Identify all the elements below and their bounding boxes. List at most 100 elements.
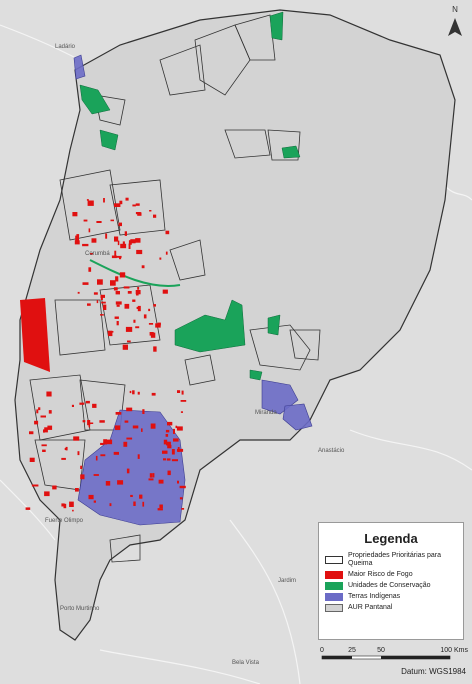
fire-risk-area bbox=[163, 439, 168, 445]
fire-risk-area bbox=[132, 425, 139, 429]
conservation-unit bbox=[79, 84, 111, 115]
fire-risk-area bbox=[139, 494, 143, 499]
fire-risk-area bbox=[167, 470, 171, 476]
fire-risk-area bbox=[100, 454, 106, 457]
north-arrow-shape bbox=[448, 18, 462, 36]
fire-risk-area bbox=[100, 294, 105, 298]
fire-risk-area bbox=[85, 400, 90, 404]
fire-risk-area bbox=[99, 420, 105, 423]
property bbox=[109, 179, 166, 236]
fire-risk-area bbox=[128, 243, 131, 249]
fire-risk-area bbox=[77, 291, 80, 294]
fire-risk-area bbox=[157, 508, 163, 511]
fire-risk-area bbox=[87, 200, 94, 206]
fire-risk-area bbox=[115, 412, 122, 415]
fire-risk-area bbox=[114, 203, 121, 207]
fire-risk-area bbox=[158, 479, 164, 484]
priority-properties bbox=[29, 14, 321, 563]
fire-risk-area bbox=[117, 240, 120, 246]
fire-risk-area bbox=[141, 265, 145, 269]
fire-risk-area bbox=[103, 439, 107, 445]
fire-risk-area bbox=[149, 210, 152, 212]
fire-risk-area bbox=[167, 444, 172, 449]
conservation-unit bbox=[174, 299, 246, 353]
fire-risk-area bbox=[151, 392, 156, 396]
fire-risk-area bbox=[162, 289, 168, 294]
legend-label: AUR Pantanal bbox=[348, 604, 393, 611]
fire-risk-area bbox=[100, 297, 103, 300]
datum: Datum: WGS1984 bbox=[401, 667, 466, 676]
place-label: Fuerte Olimpo bbox=[45, 518, 84, 524]
fire-risk-area bbox=[176, 426, 183, 431]
fire-risk-area bbox=[135, 203, 140, 206]
legend-swatch bbox=[325, 593, 343, 601]
property bbox=[267, 129, 301, 161]
legend-item: Unidades de Conservação bbox=[325, 582, 463, 590]
legend-title: Legenda bbox=[364, 531, 418, 546]
fire-risk-area bbox=[126, 437, 133, 440]
fire-risk-area bbox=[126, 407, 133, 412]
fire-risk-area bbox=[88, 424, 91, 428]
fire-risk-area bbox=[74, 240, 80, 245]
fire-risk-area bbox=[171, 449, 175, 455]
road bbox=[349, 429, 472, 471]
fire-risk-area bbox=[88, 494, 94, 500]
road bbox=[0, 24, 81, 61]
fire-risk-area bbox=[88, 228, 91, 233]
fire-risk-area bbox=[177, 448, 184, 452]
fire-risk-area bbox=[155, 323, 161, 328]
fire-risk-area bbox=[148, 308, 151, 312]
fire-risk-area bbox=[135, 290, 141, 295]
fire-risk-area bbox=[73, 436, 80, 441]
fire-risk-area bbox=[82, 282, 89, 285]
fire-risk-area bbox=[87, 303, 91, 306]
fire-risk-area bbox=[119, 200, 123, 205]
north-arrow: N bbox=[448, 5, 462, 36]
fire-risk-area bbox=[125, 197, 129, 201]
fire-risk-area bbox=[86, 199, 89, 201]
river bbox=[0, 479, 56, 541]
fire-risk-area bbox=[93, 474, 99, 476]
fire-risk-area bbox=[110, 280, 116, 286]
fire-risk-area bbox=[71, 404, 74, 407]
legend-swatch bbox=[325, 571, 343, 579]
fire-risk-area bbox=[141, 428, 143, 432]
fire-risk-area bbox=[88, 422, 94, 424]
fire-risk-area bbox=[52, 485, 57, 490]
conservation-unit bbox=[281, 145, 301, 159]
fire-risk-area bbox=[65, 446, 68, 451]
conservation-unit bbox=[99, 129, 119, 151]
fire-risk-area bbox=[100, 314, 104, 316]
scale-label: 100 Kms bbox=[440, 647, 468, 654]
conservation-unit bbox=[269, 11, 284, 41]
fire-risk-area bbox=[77, 451, 80, 456]
fire-risk-area bbox=[149, 473, 153, 478]
fire-risk-area bbox=[115, 291, 120, 295]
road bbox=[99, 649, 261, 684]
fire-risk-area bbox=[105, 481, 111, 486]
fire-risk-area bbox=[142, 501, 145, 507]
fire-risk-area bbox=[124, 231, 127, 236]
legend-swatch bbox=[325, 582, 343, 590]
scale-label: 25 bbox=[348, 647, 356, 654]
fire-risk-area bbox=[114, 425, 121, 430]
fire-risk-area bbox=[103, 304, 107, 310]
fire-risk-area bbox=[130, 494, 133, 497]
indigenous-land bbox=[282, 403, 313, 431]
fire-risk-area bbox=[29, 457, 35, 462]
fire-risk-area bbox=[133, 501, 136, 506]
fire-risk-area bbox=[135, 326, 140, 329]
fire-risk-area bbox=[123, 441, 128, 447]
fire-risk-area bbox=[165, 230, 170, 235]
fire-risk-area bbox=[132, 390, 135, 395]
fire-risk-area bbox=[125, 326, 133, 332]
fire-risk-area bbox=[167, 421, 173, 426]
fire-risk-area bbox=[106, 439, 113, 445]
fire-risk-area bbox=[165, 429, 170, 433]
property bbox=[289, 329, 321, 361]
rivers-roads bbox=[0, 24, 472, 684]
fire-risk-area bbox=[159, 257, 162, 260]
fire-risk-area bbox=[95, 455, 98, 461]
fire-risk-area bbox=[114, 236, 119, 242]
fire-risk-area bbox=[117, 480, 124, 485]
